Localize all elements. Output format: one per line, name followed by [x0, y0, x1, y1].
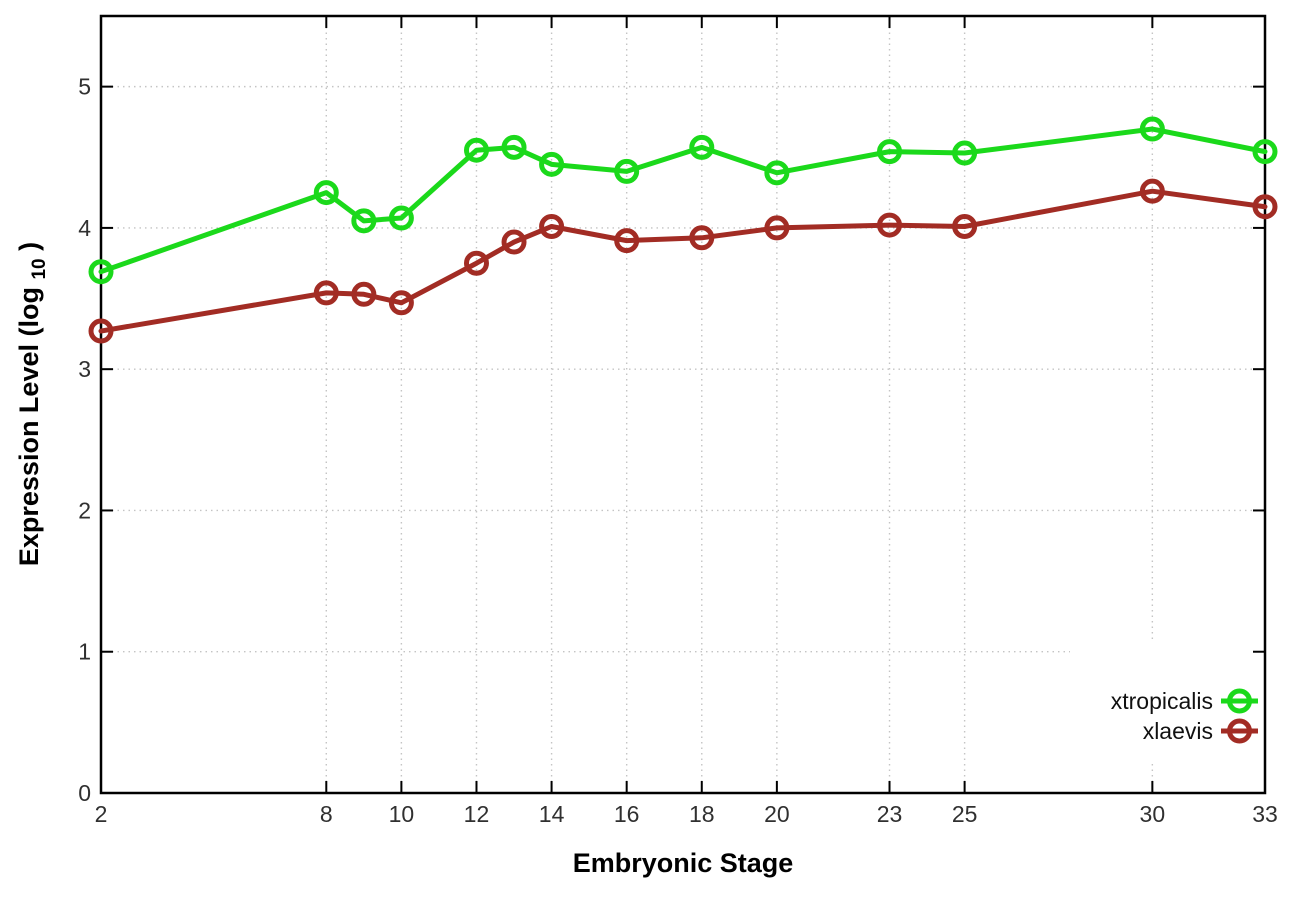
legend-sample-marker	[1227, 688, 1252, 714]
y-tick-label: 4	[78, 215, 91, 241]
series-xlaevis-point	[539, 213, 565, 239]
series-xtropicalis-point	[1252, 139, 1278, 165]
y-axis-title-main: Expression Level (log	[14, 287, 44, 566]
x-axis-title: Embryonic Stage	[573, 848, 794, 878]
series-xtropicalis-point	[877, 139, 903, 165]
series-xlaevis-point	[501, 229, 527, 255]
series-xlaevis-point	[88, 318, 114, 344]
series-xtropicalis-point	[463, 137, 489, 163]
x-tick-label: 20	[764, 801, 790, 827]
series-xlaevis-point	[313, 280, 339, 306]
x-tick-label: 30	[1140, 801, 1166, 827]
series-xtropicalis-point	[88, 259, 114, 285]
x-tick-label: 8	[320, 801, 333, 827]
x-tick-label: 16	[614, 801, 640, 827]
data-series	[88, 116, 1278, 344]
y-tick-label: 2	[78, 497, 91, 523]
y-tick-label: 0	[78, 780, 91, 806]
legend-entry-xtropicalis: xtropicalis	[1111, 688, 1258, 714]
series-xtropicalis-point	[313, 180, 339, 206]
legend-label-xlaevis: xlaevis	[1143, 718, 1213, 744]
y-tick-label: 5	[78, 74, 91, 100]
x-tick-label: 25	[952, 801, 978, 827]
series-xtropicalis-point	[1139, 116, 1165, 142]
x-tick-label: 14	[539, 801, 565, 827]
series-xlaevis-point	[388, 290, 414, 316]
x-tick-label: 18	[689, 801, 715, 827]
series-xtropicalis	[88, 116, 1278, 285]
series-xtropicalis-point	[952, 140, 978, 166]
legend: xtropicalis xlaevis	[1111, 688, 1258, 744]
series-xtropicalis-point	[689, 134, 715, 160]
series-xtropicalis-point	[501, 134, 527, 160]
x-tick-label: 23	[877, 801, 903, 827]
legend-entry-xlaevis: xlaevis	[1143, 718, 1258, 744]
series-xtropicalis-point	[764, 160, 790, 186]
y-axis-title-end: )	[14, 242, 44, 251]
gridlines	[101, 16, 1265, 793]
series-xlaevis-point	[764, 215, 790, 241]
y-tick-labels: 0 1 2 3 4 5	[78, 74, 91, 806]
x-tick-label: 10	[389, 801, 415, 827]
series-xlaevis-point	[463, 250, 489, 276]
series-xlaevis	[88, 178, 1278, 344]
x-tick-label: 12	[464, 801, 490, 827]
y-axis-title: Expression Level (log 10 )	[14, 242, 51, 566]
legend-label-xtropicalis: xtropicalis	[1111, 688, 1213, 714]
series-xtropicalis-point	[614, 158, 640, 184]
series-xlaevis-point	[952, 213, 978, 239]
legend-sample-marker	[1227, 718, 1252, 744]
x-tick-label: 33	[1252, 801, 1278, 827]
series-xlaevis-point	[1252, 194, 1278, 220]
series-xtropicalis-point	[388, 205, 414, 231]
series-xlaevis-point	[877, 212, 903, 238]
series-xlaevis-point	[614, 228, 640, 254]
series-xtropicalis-point	[351, 208, 377, 234]
series-xlaevis-point	[351, 281, 377, 307]
plot-border	[99, 14, 1267, 795]
series-xlaevis-point	[689, 225, 715, 251]
series-xtropicalis-point	[539, 151, 565, 177]
series-xtropicalis-line	[98, 126, 1268, 275]
series-xlaevis-line	[98, 188, 1268, 334]
series-xlaevis-point	[1139, 178, 1165, 204]
y-tick-label: 3	[78, 356, 91, 382]
x-tick-labels: 2 8 10 12 14 16 18 20 23 25 30 33	[95, 801, 1278, 827]
x-tick-label: 2	[95, 801, 108, 827]
y-axis-title-sub: 10	[29, 258, 50, 279]
y-tick-label: 1	[78, 639, 91, 665]
